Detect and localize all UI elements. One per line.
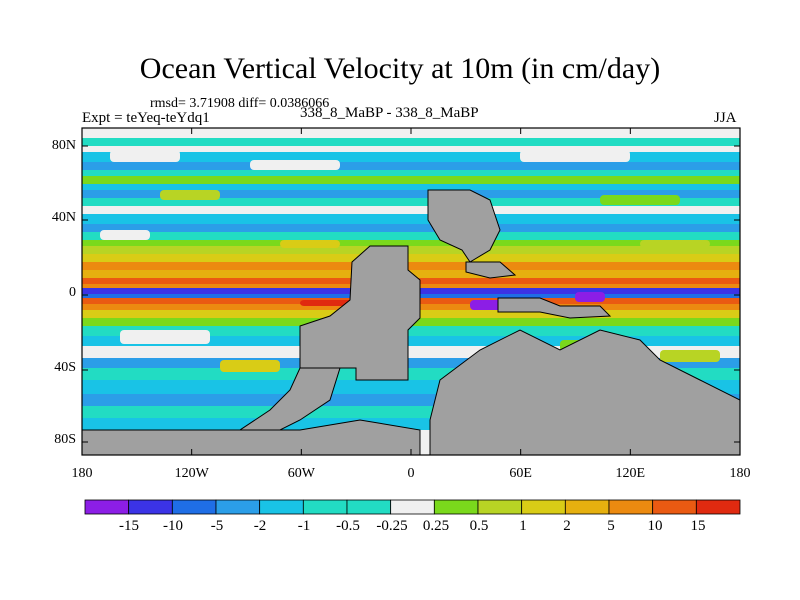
lat-label-80n: 80N (51, 138, 76, 153)
colorbar-swatch (433, 499, 479, 515)
velocity-patch (520, 150, 630, 162)
velocity-band (82, 176, 740, 184)
colorbar-swatch (695, 499, 741, 515)
colorbar-swatch (346, 499, 392, 515)
colorbar-label: 10 (647, 518, 663, 534)
landmass (427, 189, 501, 263)
velocity-band (82, 262, 740, 270)
lon-label-180w: 180 (71, 466, 93, 481)
lon-label-0: 0 (407, 466, 415, 481)
colorbar-swatch (521, 499, 566, 515)
landmasses (82, 189, 740, 455)
colorbar-label: -10 (163, 518, 183, 534)
lat-label-40n: 40N (51, 210, 76, 225)
lat-label-equator: 0 (69, 285, 76, 300)
velocity-band (82, 138, 740, 146)
colorbar-label: -0.25 (376, 518, 408, 534)
lon-label-180e: 180 (729, 466, 751, 481)
colorbar-label: -0.5 (336, 518, 360, 534)
colorbar-label: -15 (119, 518, 139, 534)
colorbar-swatch (652, 499, 697, 515)
velocity-band (82, 232, 740, 240)
colorbar-swatch (390, 499, 435, 515)
velocity-band (82, 246, 740, 254)
velocity-patch (575, 292, 605, 302)
velocity-band (82, 162, 740, 170)
velocity-band (82, 326, 740, 336)
velocity-patch (110, 150, 180, 162)
landmass (465, 261, 517, 279)
velocity-band (82, 224, 740, 232)
landmass (497, 297, 612, 319)
landmass (82, 419, 421, 455)
lon-label-120w: 120W (174, 466, 209, 481)
colorbar-label: 15 (690, 518, 706, 534)
velocity-band (82, 240, 740, 246)
colorbar-label: -1 (297, 518, 311, 534)
lon-label-120e: 120E (615, 466, 646, 481)
velocity-band (82, 190, 740, 198)
colorbar-swatch (128, 499, 173, 515)
velocity-patch (120, 330, 210, 344)
colorbar-swatch (302, 499, 348, 515)
velocity-patch (160, 190, 220, 200)
velocity-band (82, 358, 740, 368)
colorbar-label: 0.25 (422, 518, 450, 534)
velocity-band (82, 146, 740, 152)
velocity-band (82, 198, 740, 206)
axis-ticks (81, 128, 741, 455)
velocity-patch (280, 240, 340, 248)
colorbar-swatch (564, 499, 610, 515)
map-title: Ocean Vertical Velocity at 10m (in cm/da… (139, 52, 661, 85)
colorbar-label: 2 (563, 518, 571, 534)
velocity-patch (220, 360, 280, 372)
experiment-label: Expt = teYeq-teYdq1 (82, 110, 210, 126)
season-label: JJA (714, 110, 737, 126)
colorbar-swatch (171, 499, 217, 515)
velocity-band (82, 184, 740, 190)
velocity-band (82, 206, 740, 214)
colorbar-label: 5 (607, 518, 615, 534)
velocity-patch (100, 230, 150, 240)
velocity-band (82, 336, 740, 346)
colorbar-swatch (477, 499, 523, 515)
lon-label-60e: 60E (509, 466, 532, 481)
velocity-band (82, 152, 740, 162)
colorbar-swatch (84, 499, 130, 515)
colorbar-label: 1 (519, 518, 527, 534)
colorbar-swatch (259, 499, 304, 515)
landmass (429, 329, 740, 455)
velocity-patch (600, 195, 680, 205)
colorbar-swatch (215, 499, 261, 515)
landmass (299, 245, 421, 381)
colorbar-label: 0.5 (469, 518, 489, 534)
velocity-band (82, 214, 740, 224)
colorbar (84, 499, 741, 515)
difference-label: 338_8_MaBP - 338_8_MaBP (300, 105, 479, 121)
velocity-patch (250, 160, 340, 170)
velocity-patch (660, 350, 720, 362)
colorbar-label: -5 (210, 518, 224, 534)
colorbar-swatch (608, 499, 654, 515)
stats-subtitle: rmsd= 3.71908 diff= 0.0386066 (150, 96, 330, 111)
velocity-band (82, 170, 740, 176)
lat-label-80s: 80S (54, 432, 76, 447)
lat-label-40s: 40S (54, 360, 76, 375)
colorbar-label: -2 (253, 518, 267, 534)
velocity-patch (640, 240, 710, 248)
lon-label-60w: 60W (287, 466, 315, 481)
velocity-band (82, 254, 740, 262)
